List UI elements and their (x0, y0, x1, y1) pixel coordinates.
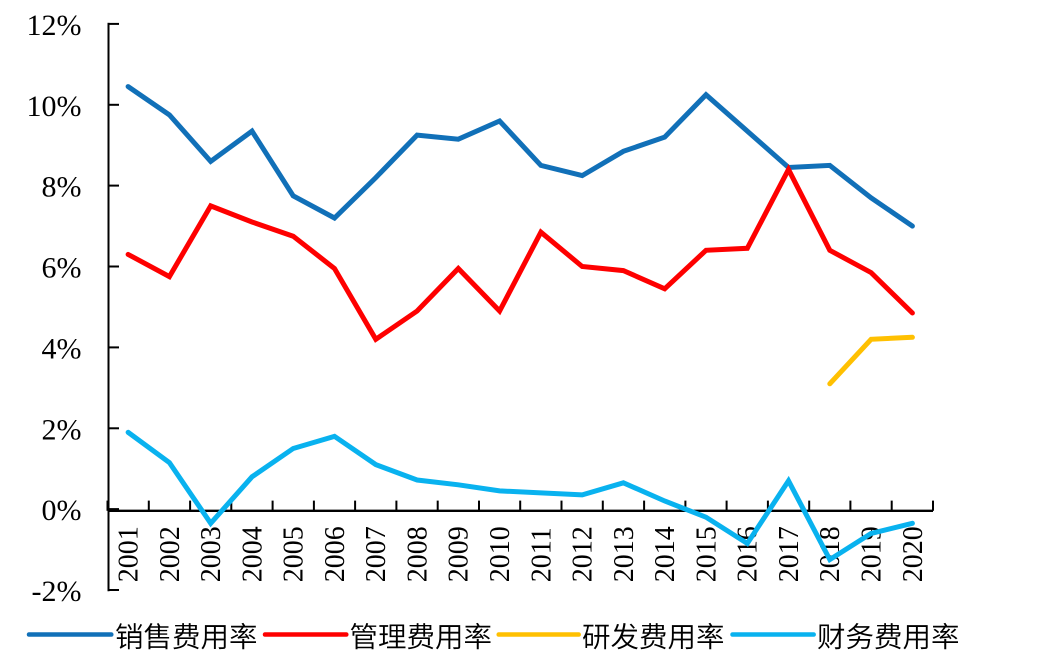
svg-text:2002: 2002 (155, 526, 186, 582)
svg-text:2013: 2013 (609, 526, 640, 582)
svg-text:2003: 2003 (196, 526, 227, 582)
svg-text:2011: 2011 (526, 527, 557, 582)
svg-text:2%: 2% (42, 413, 82, 446)
svg-text:10%: 10% (27, 90, 82, 123)
svg-text:2004: 2004 (237, 526, 268, 582)
svg-text:2005: 2005 (279, 526, 310, 582)
svg-text:2017: 2017 (774, 526, 805, 582)
svg-text:2010: 2010 (485, 526, 516, 582)
svg-text:-2%: -2% (32, 575, 82, 608)
svg-text:2012: 2012 (568, 526, 599, 582)
svg-text:2009: 2009 (444, 526, 475, 582)
svg-text:8%: 8% (42, 171, 82, 204)
svg-text:2001: 2001 (114, 526, 145, 582)
svg-text:2014: 2014 (650, 526, 681, 582)
svg-text:2006: 2006 (320, 526, 351, 582)
svg-text:6%: 6% (42, 252, 82, 285)
svg-text:2007: 2007 (361, 526, 392, 582)
svg-text:4%: 4% (42, 332, 82, 365)
svg-text:0%: 0% (42, 494, 82, 527)
svg-text:2008: 2008 (403, 526, 434, 582)
svg-text:12%: 12% (27, 9, 82, 42)
svg-text:2015: 2015 (691, 526, 722, 582)
svg-text:2020: 2020 (898, 526, 929, 582)
